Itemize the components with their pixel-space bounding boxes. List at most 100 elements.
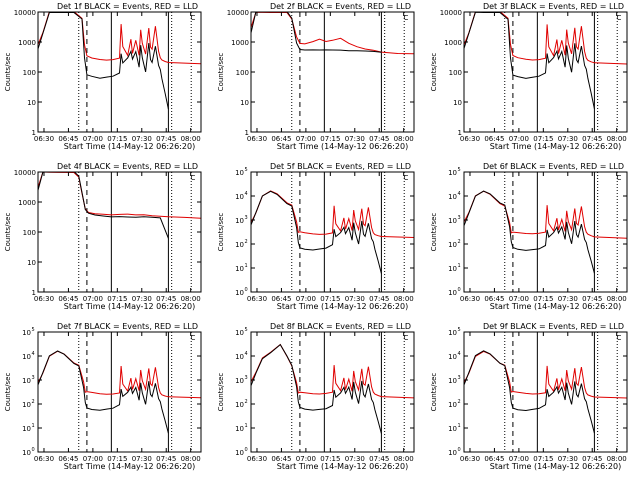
y-tick-label: 10 — [235, 265, 244, 273]
y-tick-label: 10 — [448, 289, 457, 297]
y-tick-label: 10 — [448, 265, 457, 273]
y-tick-exponent: 0 — [32, 447, 35, 453]
x-tick-label: 06:30 — [460, 455, 480, 463]
x-tick-label: 07:15 — [533, 295, 553, 303]
y-tick-label: 10 — [448, 353, 457, 361]
x-tick-label: 08:00 — [394, 295, 414, 303]
y-tick-label: 10 — [22, 353, 31, 361]
y-tick-exponent: 5 — [32, 327, 35, 333]
y-tick-label: 1000 — [18, 39, 36, 47]
y-tick-label: 1 — [245, 129, 249, 137]
series-lld-line — [251, 190, 414, 238]
y-tick-exponent: 1 — [458, 263, 461, 269]
corner-mark: C — [191, 174, 196, 182]
detector-panel-9: Det 9f BLACK = Events, RED = LLD C 06:30 06… — [430, 322, 628, 471]
x-tick-label: 06:45 — [58, 455, 78, 463]
y-tick-label: 100 — [449, 69, 462, 77]
series-events-line — [38, 350, 169, 434]
y-tick-label: 10 — [235, 353, 244, 361]
x-tick-label: 06:45 — [58, 295, 78, 303]
y-tick-exponent: 2 — [458, 239, 461, 245]
x-tick-label: 08:00 — [607, 135, 627, 143]
x-tick-label: 07:00 — [83, 295, 103, 303]
y-tick-label: 1000 — [444, 39, 462, 47]
y-tick-label: 10 — [235, 425, 244, 433]
y-tick-label: 100 — [23, 69, 36, 77]
x-tick-label: 08:00 — [181, 455, 201, 463]
x-tick-label: 06:45 — [271, 455, 291, 463]
series-lld-line — [464, 190, 627, 239]
x-tick-label: 07:00 — [509, 455, 529, 463]
x-tick-label: 06:30 — [247, 135, 267, 143]
x-tick-label: 07:30 — [132, 135, 152, 143]
corner-mark: C — [404, 334, 409, 342]
plot-frame — [250, 331, 415, 453]
y-tick-label: 10 — [448, 169, 457, 177]
x-tick-label: 07:15 — [533, 135, 553, 143]
y-tick-label: 10 — [22, 449, 31, 457]
y-tick-exponent: 5 — [458, 167, 461, 173]
plot-frame — [37, 171, 202, 293]
y-tick-label: 10 — [235, 401, 244, 409]
y-tick-label: 10 — [235, 241, 244, 249]
x-axis-label: Start Time (14-May-12 06:26:20) — [490, 302, 621, 311]
y-tick-exponent: 1 — [245, 263, 248, 269]
y-tick-exponent: 3 — [458, 215, 461, 221]
y-tick-label: 10000 — [14, 9, 36, 17]
x-axis-label: Start Time (14-May-12 06:26:20) — [64, 302, 195, 311]
y-tick-label: 10 — [448, 329, 457, 337]
detector-panel-4: Det 4f BLACK = Events, RED = LLD C 06:30 06… — [4, 162, 202, 311]
plot-frame — [250, 171, 415, 293]
corner-mark: C — [404, 14, 409, 22]
panel-title: Det 2f BLACK = Events, RED = LLD — [270, 2, 411, 11]
series-lld-line — [464, 12, 627, 65]
x-tick-label: 07:15 — [533, 455, 553, 463]
y-tick-label: 10 — [22, 329, 31, 337]
y-axis-label: Counts/sec — [217, 373, 225, 412]
x-tick-label: 07:30 — [345, 135, 365, 143]
y-tick-exponent: 0 — [458, 447, 461, 453]
series-events-line — [38, 12, 169, 110]
x-tick-label: 06:30 — [460, 135, 480, 143]
series-events-line — [251, 12, 382, 53]
y-tick-label: 10 — [235, 329, 244, 337]
y-tick-label: 10 — [448, 241, 457, 249]
panel-title: Det 7f BLACK = Events, RED = LLD — [57, 322, 198, 331]
y-tick-exponent: 4 — [458, 191, 461, 197]
panel-title: Det 8f BLACK = Events, RED = LLD — [270, 322, 411, 331]
detector-panel-7: Det 7f BLACK = Events, RED = LLD C 06:30 06… — [4, 322, 202, 471]
y-tick-label: 10 — [240, 99, 249, 107]
plot-frame — [463, 171, 628, 293]
y-tick-exponent: 1 — [32, 423, 35, 429]
panel-title: Det 3f BLACK = Events, RED = LLD — [483, 2, 624, 11]
y-tick-exponent: 0 — [245, 447, 248, 453]
series-lld-line — [251, 343, 414, 399]
panel-title: Det 4f BLACK = Events, RED = LLD — [57, 162, 198, 171]
x-tick-label: 07:00 — [296, 455, 316, 463]
detector-panel-2: Det 2f BLACK = Events, RED = LLD C 06:30 06… — [217, 2, 415, 151]
y-tick-exponent: 1 — [245, 423, 248, 429]
y-tick-exponent: 3 — [245, 215, 248, 221]
y-tick-exponent: 0 — [245, 287, 248, 293]
x-tick-label: 06:30 — [247, 295, 267, 303]
y-tick-exponent: 2 — [458, 399, 461, 405]
y-tick-exponent: 4 — [458, 351, 461, 357]
series-lld-line — [38, 12, 201, 65]
y-tick-label: 10 — [22, 425, 31, 433]
y-tick-label: 10 — [448, 377, 457, 385]
y-tick-exponent: 1 — [458, 423, 461, 429]
y-tick-exponent: 3 — [245, 375, 248, 381]
x-tick-label: 07:15 — [107, 455, 127, 463]
x-tick-label: 07:00 — [296, 135, 316, 143]
x-tick-label: 07:45 — [156, 455, 176, 463]
x-tick-label: 08:00 — [394, 135, 414, 143]
corner-mark: C — [404, 174, 409, 182]
x-tick-label: 07:30 — [345, 295, 365, 303]
corner-mark: C — [617, 174, 622, 182]
y-tick-exponent: 0 — [458, 287, 461, 293]
plot-frame — [250, 11, 415, 133]
x-axis-label: Start Time (14-May-12 06:26:20) — [64, 462, 195, 471]
y-tick-label: 10000 — [14, 169, 36, 177]
x-axis-label: Start Time (14-May-12 06:26:20) — [277, 142, 408, 151]
